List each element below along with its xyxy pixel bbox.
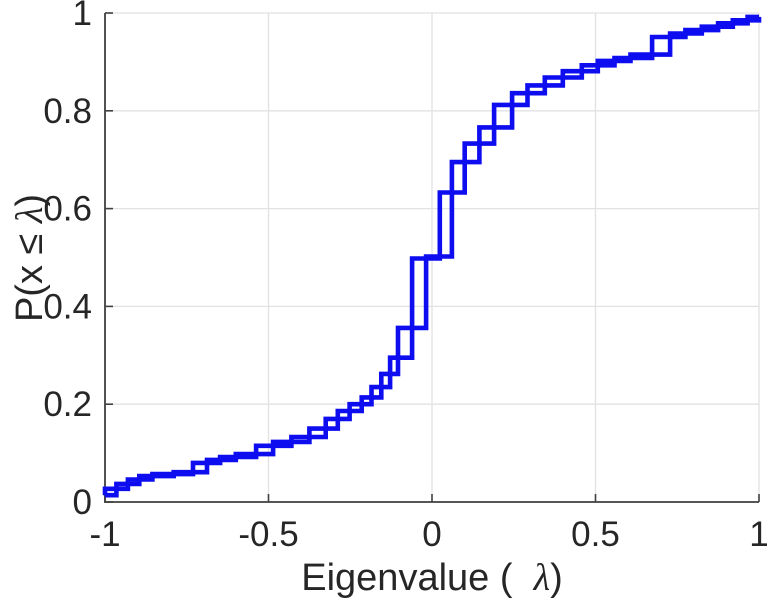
- lambda-glyph: λ: [9, 207, 51, 224]
- lambda-glyph: λ: [533, 557, 550, 599]
- x-tick-label: 1: [749, 515, 768, 554]
- ecdf-stairs-path: [102, 14, 759, 496]
- x-tick-label: 0.5: [571, 515, 620, 554]
- y-tick-label: 0.8: [43, 92, 92, 131]
- x-tick-label: -1: [89, 515, 120, 554]
- y-tick-label: 0.2: [43, 385, 92, 424]
- y-tick-label: 1: [73, 0, 92, 33]
- y-tick-label: 0: [73, 483, 92, 522]
- x-tick-label: 0: [422, 515, 441, 554]
- ecdf-curve: [102, 14, 762, 498]
- y-tick-labels: 0 0.2 0.4 0.6 0.8 1: [43, 0, 92, 522]
- y-tick-label: 0.4: [43, 287, 92, 326]
- x-axis-label: Eigenvalue ( λ): [301, 557, 563, 599]
- y-tick-label: 0.6: [43, 190, 92, 229]
- x-tick-label: -0.5: [238, 515, 298, 554]
- y-axis-label: P(x ≤ λ): [9, 194, 51, 322]
- x-tick-labels: -1 -0.5 0 0.5 1: [89, 515, 768, 554]
